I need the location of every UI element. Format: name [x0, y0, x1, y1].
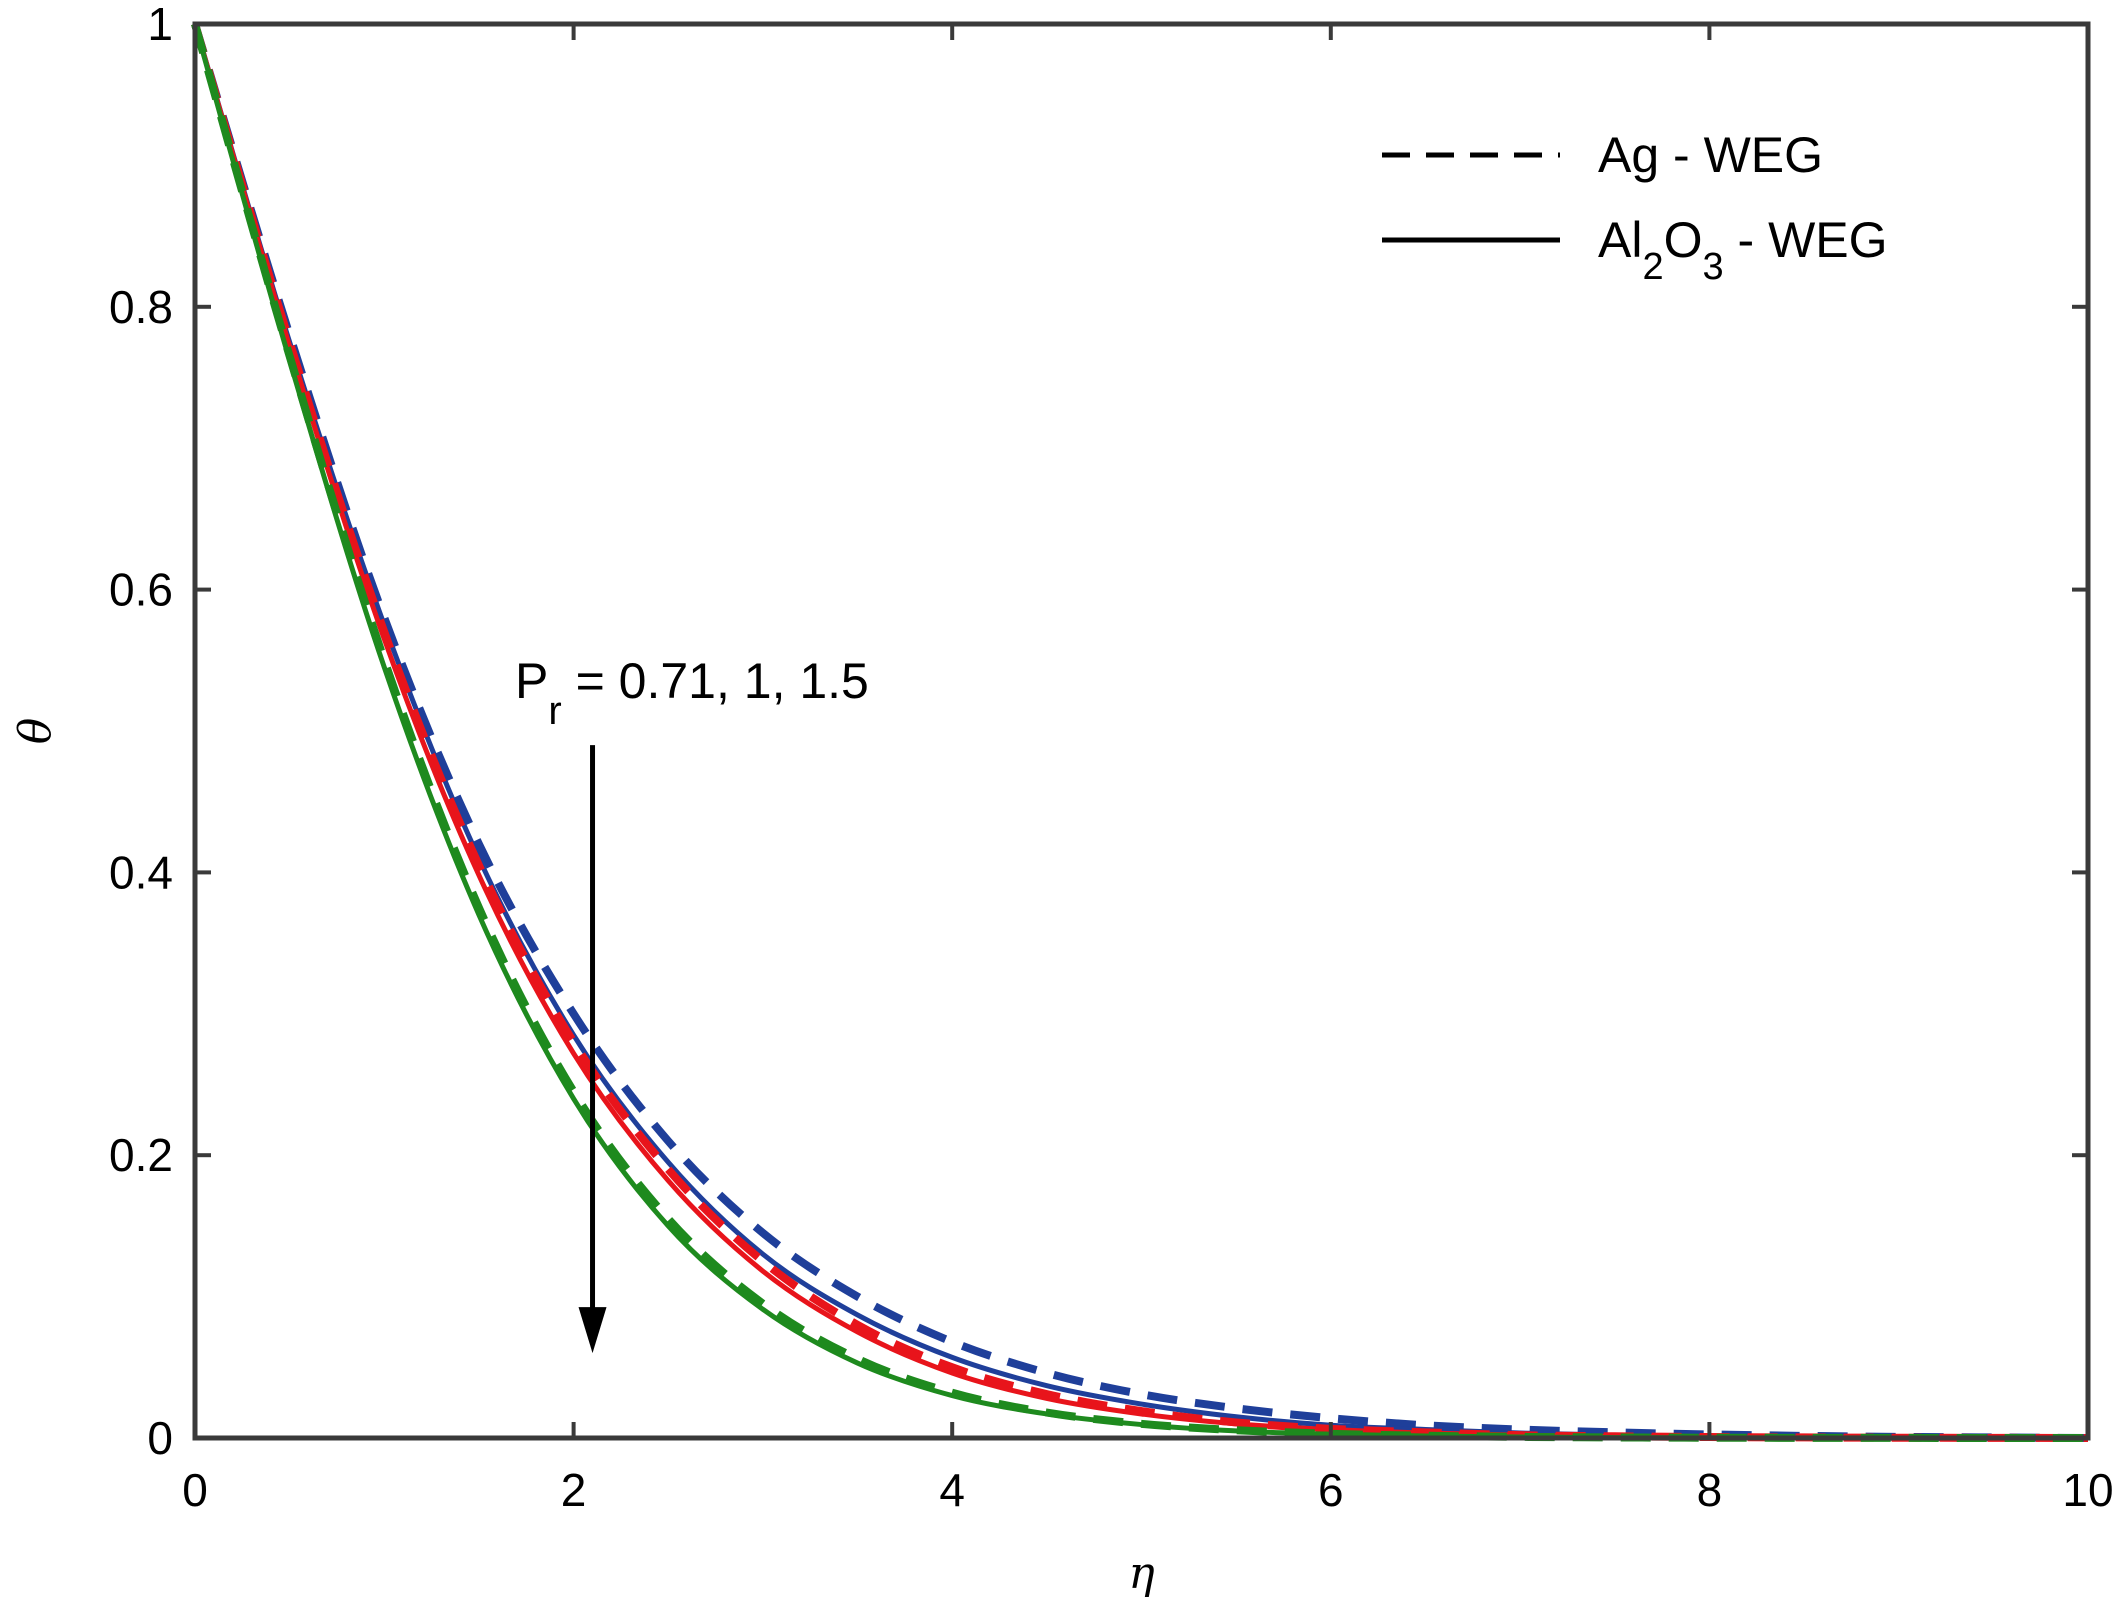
legend-sub-2: 2 [1642, 246, 1663, 288]
annotation-arrow-head [578, 1307, 607, 1354]
y-tick-label: 0 [147, 1412, 173, 1464]
legend-o: O [1664, 212, 1703, 268]
annotation-prefix: P [515, 653, 548, 709]
annotation-values: = 0.71, 1, 1.5 [562, 653, 869, 709]
y-tick-label: 0.2 [109, 1129, 173, 1181]
legend-label-al2o3-weg: Al2O3 - WEG [1598, 212, 1888, 288]
x-tick-label: 2 [561, 1464, 587, 1516]
legend-al: Al [1598, 212, 1642, 268]
y-axis-label: θ [10, 718, 61, 745]
legend-sub-3: 3 [1703, 246, 1724, 288]
x-tick-label: 0 [182, 1464, 208, 1516]
legend-suffix: - WEG [1724, 212, 1888, 268]
annotation-text: Pr = 0.71, 1, 1.5 [515, 653, 869, 733]
y-tick-label: 1 [147, 0, 173, 50]
label-layer: 0 2 4 6 8 10 0 0.2 0.4 0.6 0.8 1 [109, 0, 2114, 1516]
annotation: Pr = 0.71, 1, 1.5 [515, 653, 869, 1354]
tick-layer [193, 22, 2090, 1440]
y-tick-label: 0.8 [109, 281, 173, 333]
y-tick-label: 0.4 [109, 846, 173, 898]
x-tick-label: 8 [1697, 1464, 1723, 1516]
y-tick-label: 0.6 [109, 564, 173, 616]
legend: Ag - WEG Al2O3 - WEG [1382, 127, 1888, 288]
legend-label-ag-weg: Ag - WEG [1598, 127, 1823, 183]
annotation-subscript: r [548, 689, 561, 733]
plot-frame [192, 21, 2091, 1441]
x-axis-label: η [1128, 1548, 1154, 1599]
x-tick-label: 10 [2062, 1464, 2113, 1516]
x-tick-label: 4 [939, 1464, 965, 1516]
x-tick-label: 6 [1318, 1464, 1344, 1516]
